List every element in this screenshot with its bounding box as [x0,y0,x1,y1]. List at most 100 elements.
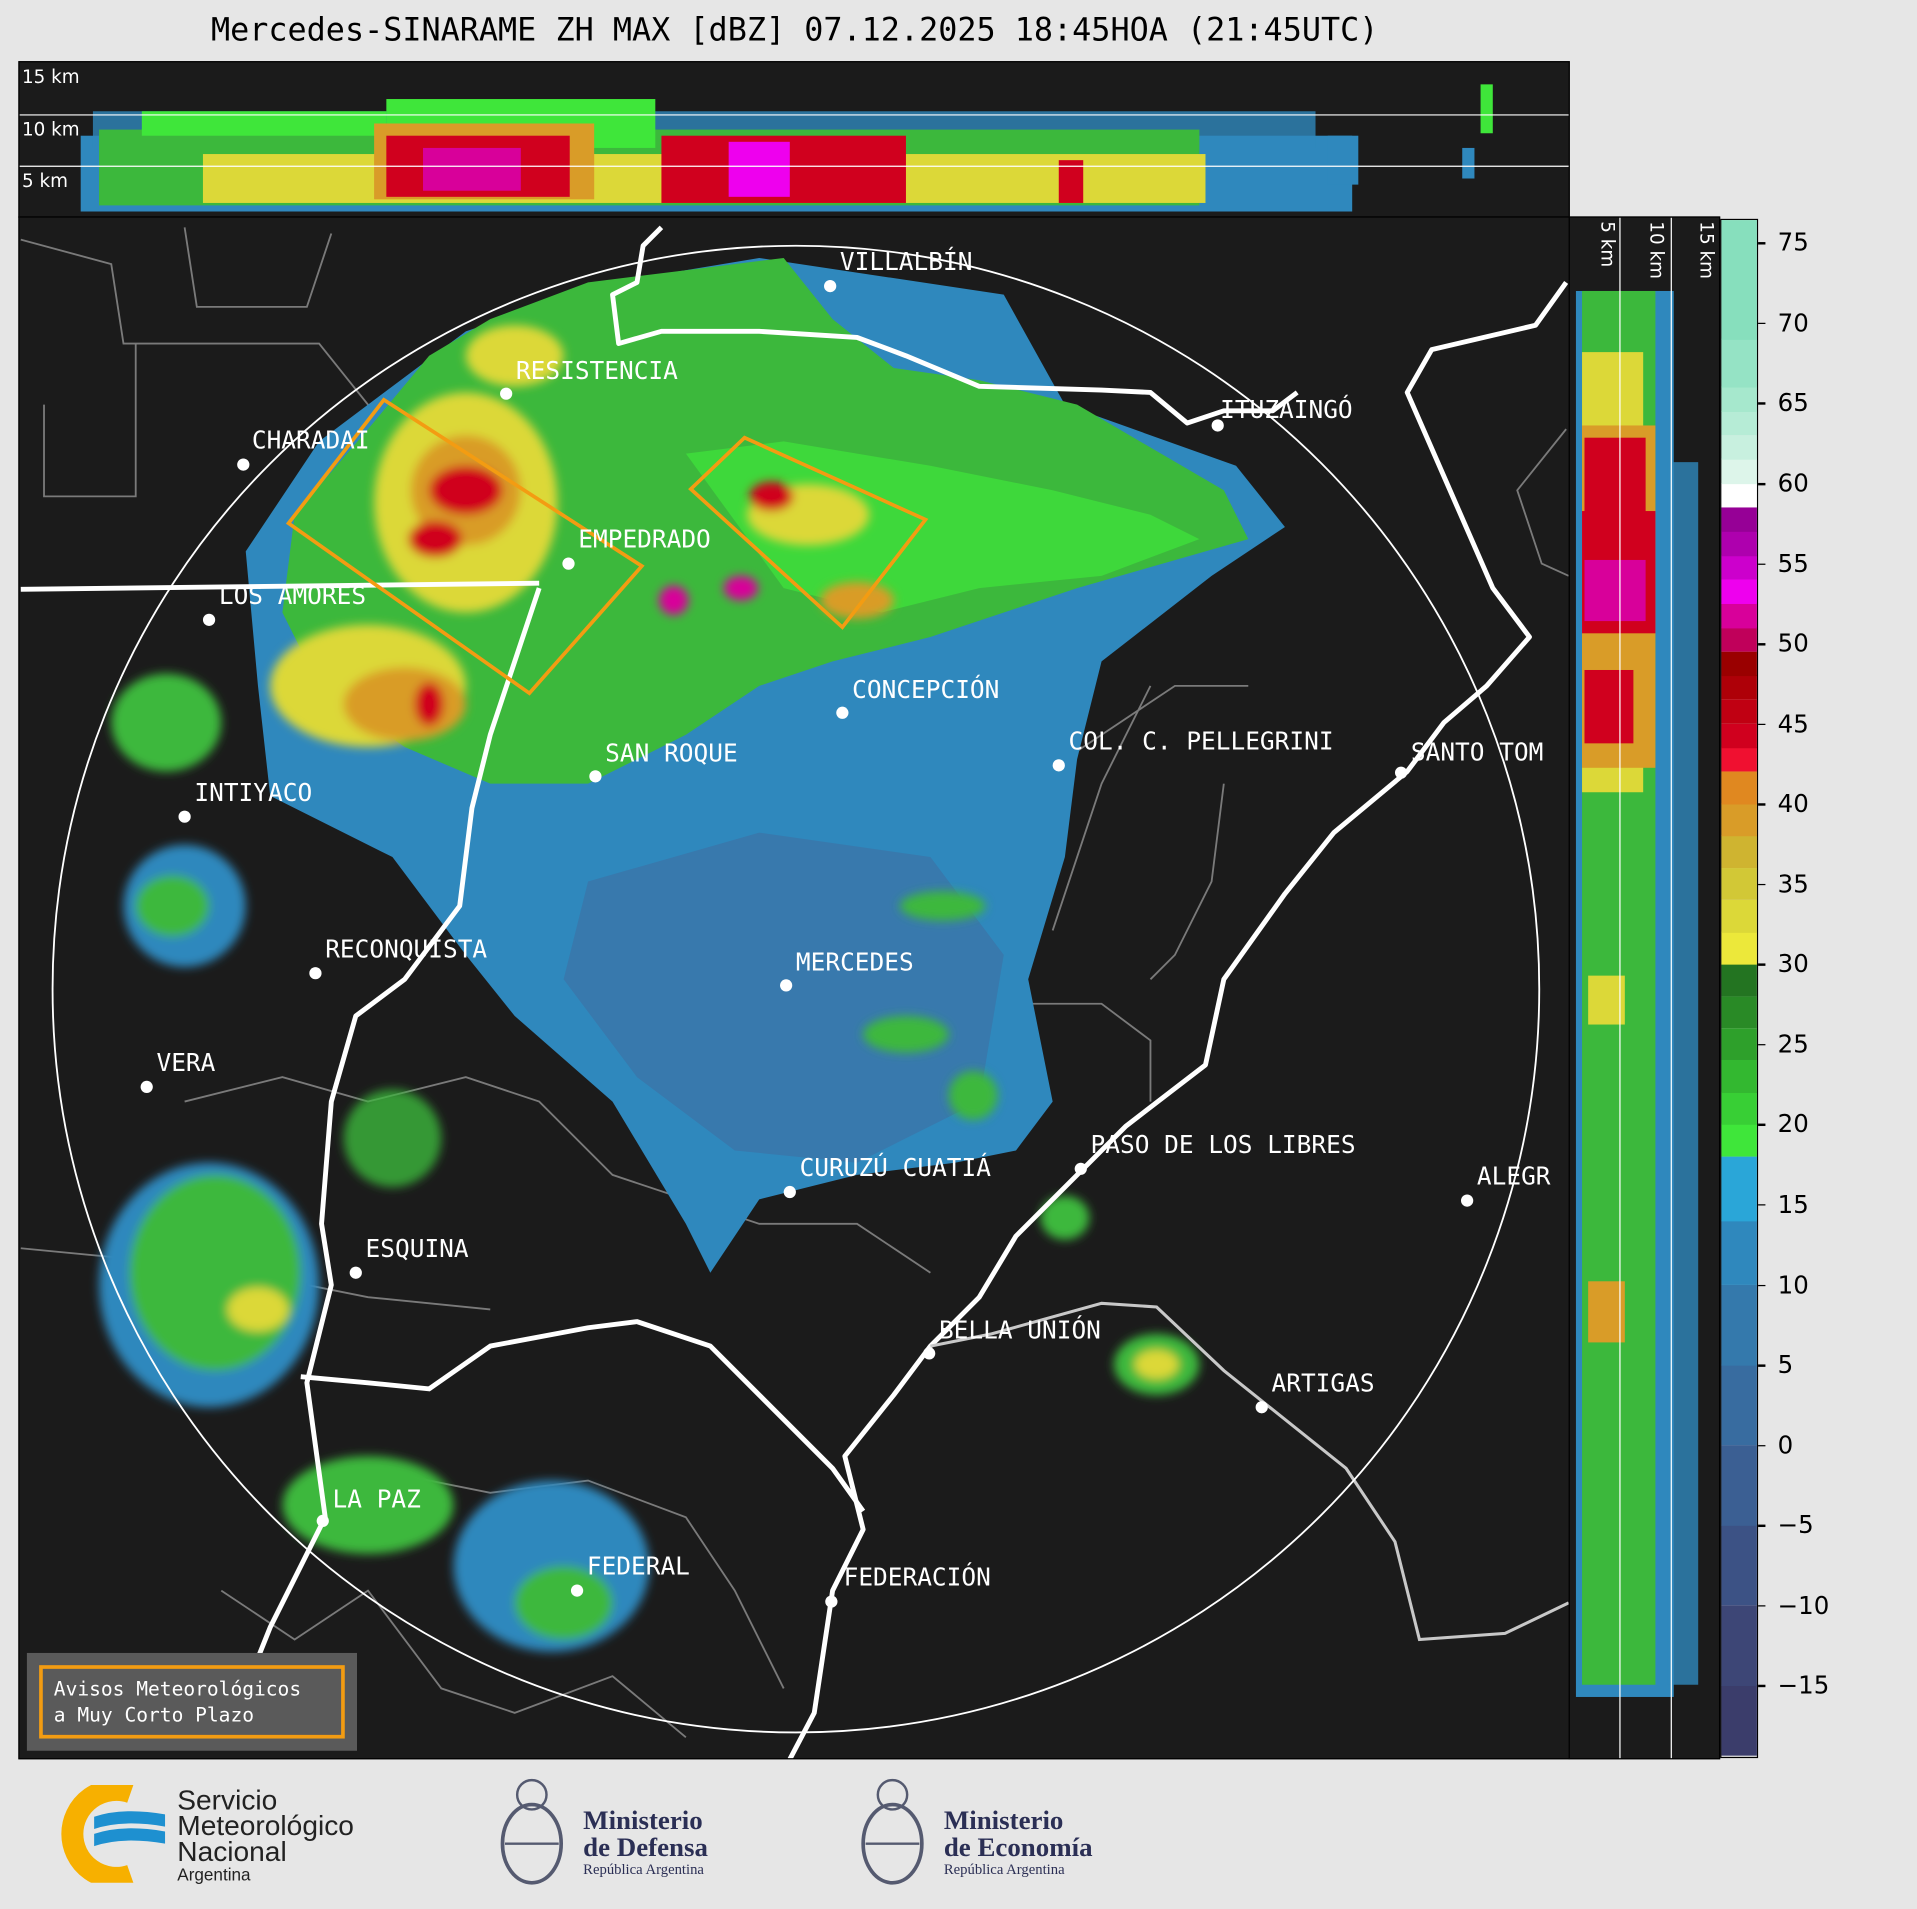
radar-echoes [99,257,1285,1652]
echo-cell [749,481,794,512]
city-label: MERCEDES [795,947,914,977]
side-cross-section-echoes [1575,217,1699,1759]
colorbar-tick-label: 10 [1777,1269,1809,1300]
echo-band [728,141,790,197]
echo-cell [135,875,210,937]
city-marker [923,1347,936,1360]
colorbar-tick-mark [1758,1284,1766,1287]
city-marker [1074,1162,1087,1175]
legend-line-2: a Muy Corto Plazo [53,1703,255,1727]
warning-polygon[interactable] [688,435,929,630]
echo-cell [408,520,463,558]
height-label: 10 km [22,118,80,141]
city-marker [1211,419,1224,432]
colorbar-tick-label: 75 [1777,227,1809,258]
smn-line-3: Nacional [177,1835,287,1867]
colorbar-tick-mark [1758,803,1766,806]
echo-band [1588,975,1625,1025]
colorbar-band [1721,1124,1757,1157]
page-title: Mercedes-SINARAME ZH MAX [dBZ] 07.12.202… [210,12,1379,49]
colorbar-band [1721,603,1757,628]
defensa-line-1: Ministerio [583,1804,703,1836]
colorbar-band [1721,675,1757,700]
height-label: 10 km [1645,221,1668,279]
city-marker [202,613,216,626]
colorbar-band [1721,995,1757,1029]
echo-band [1462,147,1475,179]
colorbar-tick-mark [1758,643,1766,646]
colorbar-tick-label: 0 [1777,1430,1794,1460]
smn-line-2: Meteorológico [177,1809,354,1842]
echo-band [1584,559,1646,622]
colorbar-band [1721,627,1757,652]
colorbar-band [1721,651,1757,676]
height-label: 5 km [1596,221,1619,268]
echo-cell [723,575,759,601]
range-ring [51,244,1541,1734]
city-marker [1461,1194,1474,1207]
city-label: FEDERACIÓN [843,1562,991,1592]
city-label: COL. C. PELLEGRINI [1068,726,1334,756]
radar-map[interactable]: VILLALBÍN RESISTENCIA CHARADAI EMPEDRADO LOS… [18,216,1570,1760]
colorbar-band [1721,506,1757,532]
city-label: LOS AMORES [218,580,367,611]
colorbar-band [1721,699,1757,724]
colorbar-tick-label: 60 [1777,468,1809,498]
colorbar-band [1721,931,1757,965]
echo-cell [658,585,689,615]
echo-cell [899,891,986,921]
echo-band [1480,84,1493,134]
colorbar-band [1721,386,1757,412]
colorbar-band [1721,803,1757,837]
legend-line-1: Avisos Meteorológicos [53,1677,302,1701]
city-marker [1052,759,1065,772]
echo-cell [227,1287,289,1332]
echo-area [685,441,1200,613]
echo-cell [343,667,466,741]
brazil-uruguay-border [930,1301,1569,1642]
colorbar-band [1721,835,1757,869]
colorbar-band [1721,1604,1757,1686]
warning-polygon[interactable] [285,397,645,696]
city-marker [500,387,513,400]
colorbar-tick-mark [1758,563,1766,565]
echo-band [1058,160,1084,203]
colorbar-tick-mark [1758,963,1766,966]
echo-cell [820,581,894,619]
colorbar-band [1721,1444,1757,1526]
echo-cell [129,1174,301,1371]
colorbar-tick-label: 55 [1777,548,1809,578]
echo-cell [948,1070,998,1120]
echo-cell [429,465,503,515]
echo-band [1588,1281,1625,1343]
colorbar-band [1721,723,1757,749]
city-label: FEDERAL [586,1551,690,1581]
echo-cell [111,673,222,772]
colorbar-band [1721,579,1757,604]
colorbar-tick-label: 15 [1777,1189,1809,1219]
colorbar-band [1721,1524,1757,1606]
coat-of-arms-icon [861,1778,924,1885]
colorbar-tick-label: 70 [1777,307,1809,338]
city-marker [836,706,849,719]
colorbar-tick-mark [1758,1204,1766,1207]
colorbar-band [1721,771,1757,805]
city-label: CURUZÚ CUATIÁ [799,1152,991,1183]
colorbar-tick-label: −5 [1777,1510,1814,1540]
colorbar-band [1721,1027,1757,1061]
city-marker [1255,1401,1268,1414]
city-label: RECONQUISTA [325,934,488,964]
colorbar-tick-label: 35 [1777,868,1809,899]
smn-logo-icon [61,1784,166,1883]
colorbar-tick-mark [1758,1604,1766,1607]
city-marker [589,770,602,783]
echo-cell [514,1566,613,1640]
city-label: ITUZAINGÓ [1220,394,1353,425]
colorbar-tick-mark [1758,1124,1766,1126]
echo-band [1584,669,1634,744]
economia-line-2: de Economía [943,1831,1093,1863]
international-borders [20,225,1569,1759]
city-label: SAN ROQUE [605,738,738,768]
colorbar-band [1721,1685,1757,1757]
echo-cell [1134,1349,1179,1380]
